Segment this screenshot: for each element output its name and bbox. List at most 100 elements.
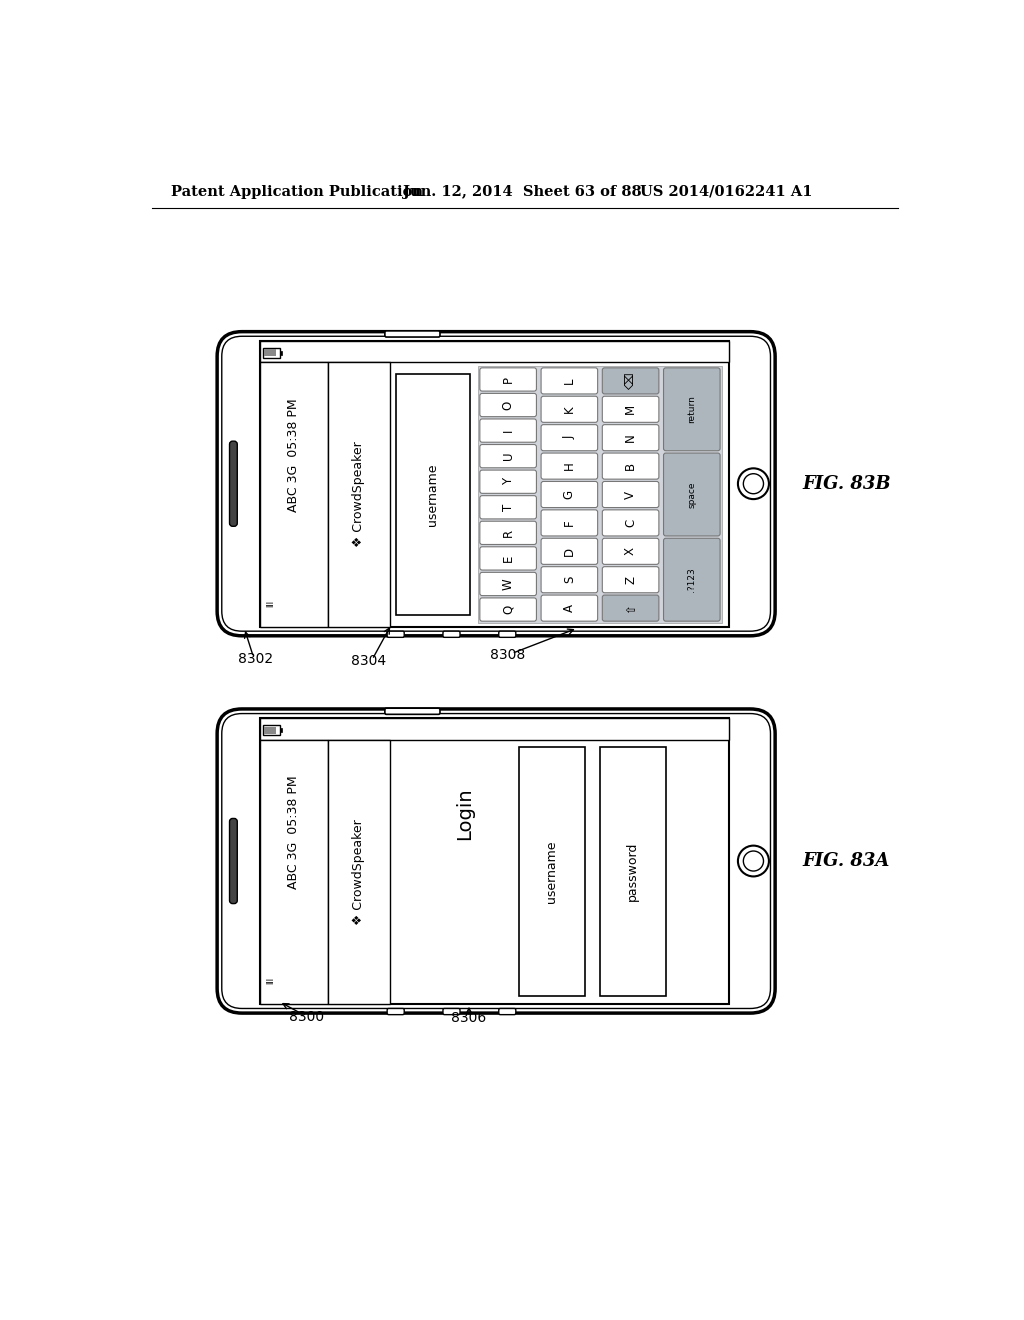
FancyBboxPatch shape [480,470,537,494]
Text: F: F [563,520,575,527]
Text: 8306: 8306 [452,1011,486,1026]
FancyBboxPatch shape [480,521,537,544]
Text: 8304: 8304 [350,655,386,668]
FancyBboxPatch shape [602,368,658,393]
Bar [260,739,328,1003]
Text: O: O [502,400,515,409]
Text: P: P [502,376,515,383]
FancyBboxPatch shape [480,445,537,467]
Circle shape [738,846,769,876]
FancyBboxPatch shape [602,482,658,508]
FancyBboxPatch shape [602,396,658,422]
Text: 8300: 8300 [289,1010,324,1024]
FancyBboxPatch shape [541,425,598,450]
Text: M: M [624,404,637,414]
Text: S: S [563,576,575,583]
FancyBboxPatch shape [480,418,537,442]
Text: U: U [502,451,515,461]
Bar [328,739,390,1003]
Text: ❖ CrowdSpeaker: ❖ CrowdSpeaker [352,442,366,548]
Bar [600,747,666,997]
Text: I: I [502,429,515,432]
FancyBboxPatch shape [541,396,598,422]
Bar [264,727,276,734]
FancyBboxPatch shape [443,1008,460,1015]
FancyBboxPatch shape [602,425,658,450]
Text: space: space [687,482,696,508]
FancyBboxPatch shape [541,595,598,622]
Circle shape [738,469,769,499]
Bar [260,341,729,363]
FancyBboxPatch shape [222,337,770,631]
Text: Login: Login [455,788,474,840]
Text: Patent Application Publication: Patent Application Publication [171,185,423,198]
FancyBboxPatch shape [217,331,775,636]
Text: J: J [563,436,575,440]
Text: ⌫: ⌫ [624,372,637,389]
Text: FIG. 83A: FIG. 83A [802,851,890,870]
FancyBboxPatch shape [222,714,770,1008]
Text: A: A [563,605,575,612]
FancyBboxPatch shape [217,709,775,1014]
Text: 8302: 8302 [239,652,273,665]
Text: FIG. 83B: FIG. 83B [802,475,891,492]
Text: Y: Y [502,478,515,486]
Text: G: G [563,490,575,499]
FancyBboxPatch shape [443,631,460,638]
Text: R: R [502,529,515,537]
Text: B: B [624,462,637,470]
Text: ABC 3G  05:38 PM: ABC 3G 05:38 PM [288,399,300,512]
FancyBboxPatch shape [541,539,598,565]
Bar [518,747,585,997]
FancyBboxPatch shape [541,368,598,393]
Text: lll: lll [266,599,275,607]
Text: .?123: .?123 [687,568,696,593]
FancyBboxPatch shape [387,1008,404,1015]
Bar [260,363,328,627]
FancyBboxPatch shape [499,1008,516,1015]
Text: ⇧: ⇧ [624,603,637,612]
Text: H: H [563,462,575,470]
Text: Jun. 12, 2014  Sheet 63 of 88: Jun. 12, 2014 Sheet 63 of 88 [403,185,642,198]
FancyBboxPatch shape [541,482,598,508]
Text: lll: lll [266,977,275,985]
Text: username: username [426,463,439,525]
Text: username: username [545,841,558,903]
FancyBboxPatch shape [480,496,537,519]
Bar [396,374,470,615]
FancyBboxPatch shape [480,573,537,595]
Bar [477,366,722,623]
FancyBboxPatch shape [602,566,658,593]
FancyBboxPatch shape [385,708,440,714]
FancyBboxPatch shape [602,539,658,565]
Text: return: return [687,396,696,424]
Text: K: K [563,405,575,413]
FancyBboxPatch shape [229,441,238,527]
FancyBboxPatch shape [602,453,658,479]
Bar [264,350,276,356]
Text: 8308: 8308 [490,648,525,663]
FancyBboxPatch shape [664,368,720,450]
FancyBboxPatch shape [499,631,516,638]
Text: password: password [627,842,639,902]
Text: D: D [563,546,575,556]
FancyBboxPatch shape [541,566,598,593]
Circle shape [743,474,764,494]
Text: Q: Q [502,605,515,614]
Circle shape [743,851,764,871]
Bar [280,351,283,355]
FancyBboxPatch shape [480,598,537,622]
FancyBboxPatch shape [385,331,440,337]
Text: L: L [563,378,575,384]
Text: X: X [624,548,637,556]
Bar [280,729,283,733]
Bar [260,341,729,627]
FancyBboxPatch shape [664,453,720,536]
Text: E: E [502,554,515,562]
FancyBboxPatch shape [387,631,404,638]
FancyBboxPatch shape [480,393,537,417]
FancyBboxPatch shape [480,368,537,391]
Text: N: N [624,433,637,442]
Bar [260,718,729,739]
Text: V: V [624,491,637,499]
